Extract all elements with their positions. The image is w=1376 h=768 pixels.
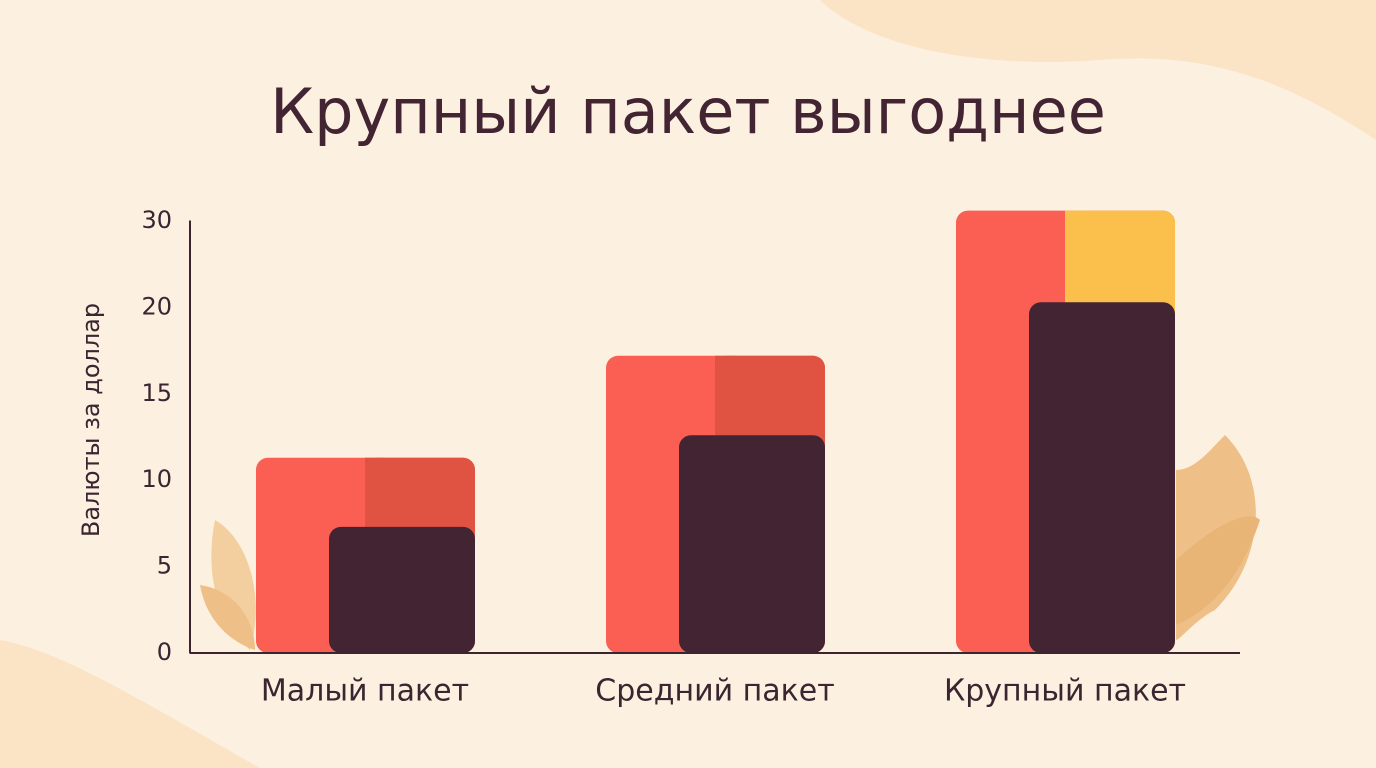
y-tick-label: 30 — [141, 206, 172, 234]
y-axis-label: Валюты за доллар — [77, 303, 105, 537]
bar — [679, 435, 825, 653]
y-tick-label: 0 — [157, 638, 172, 666]
x-tick-label: Малый пакет — [261, 674, 469, 709]
bar — [329, 526, 475, 653]
leaf — [1176, 516, 1260, 625]
y-tick-label: 15 — [141, 379, 172, 407]
x-tick-label: Средний пакет — [595, 674, 834, 709]
chart-title: Крупный пакет выгоднее — [270, 75, 1106, 148]
background-blob — [820, 0, 1376, 140]
x-tick-label: Крупный пакет — [944, 674, 1186, 709]
y-tick-label: 10 — [141, 465, 172, 493]
y-tick-label: 5 — [157, 552, 172, 580]
leaf — [200, 585, 255, 650]
y-tick-label: 20 — [141, 292, 172, 320]
bar — [1029, 302, 1175, 653]
background-blob — [0, 640, 260, 768]
